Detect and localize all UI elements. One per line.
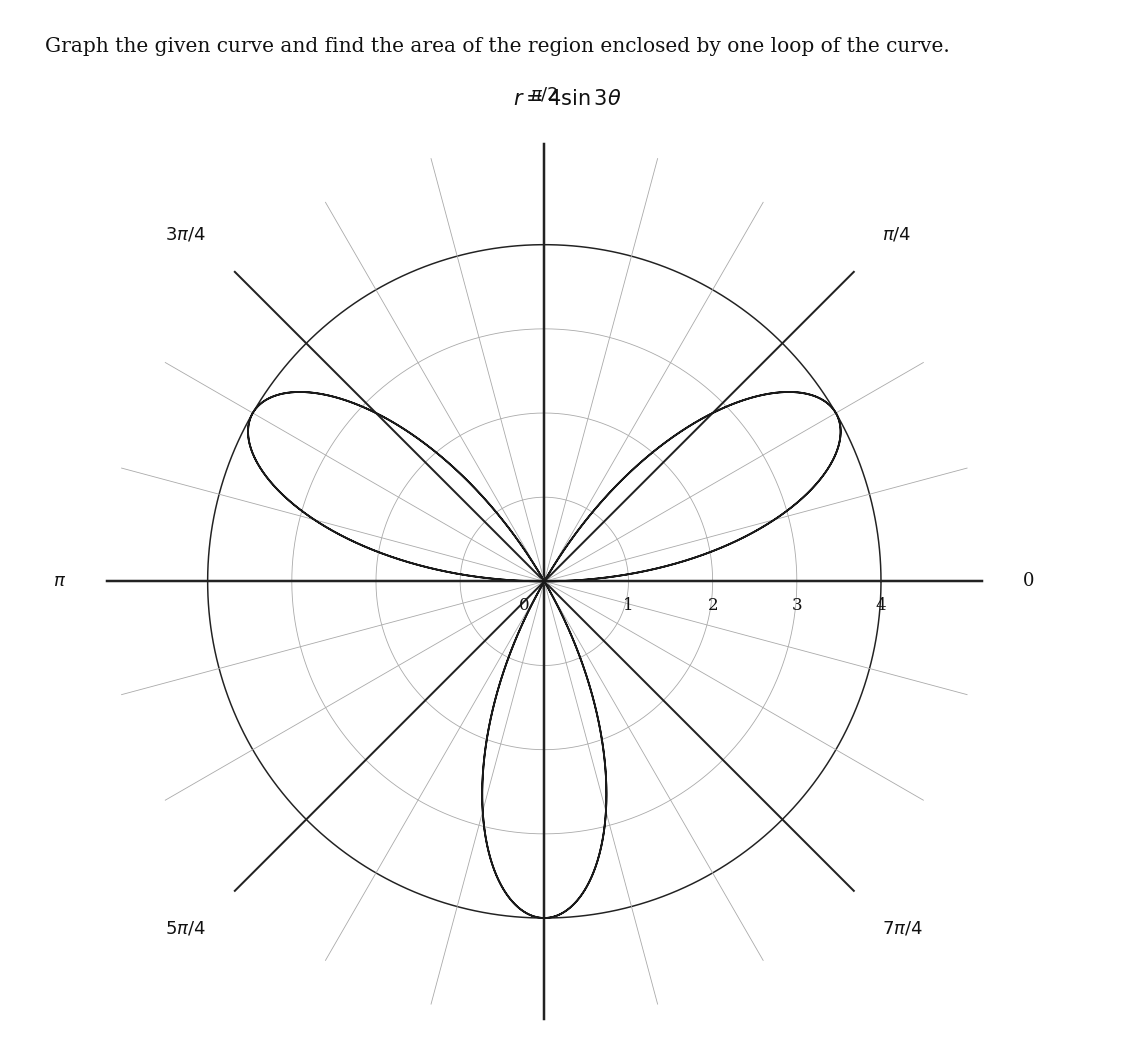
Text: 3: 3 — [792, 596, 802, 613]
Text: $\pi$: $\pi$ — [53, 572, 66, 591]
Text: 4: 4 — [875, 596, 887, 613]
Text: 2: 2 — [708, 596, 718, 613]
Text: Graph the given curve and find the area of the region enclosed by one loop of th: Graph the given curve and find the area … — [45, 37, 950, 56]
Text: 0: 0 — [1023, 572, 1034, 591]
Text: $\pi/4$: $\pi/4$ — [882, 225, 912, 243]
Text: $5\pi/4$: $5\pi/4$ — [166, 920, 206, 938]
Text: 1: 1 — [624, 596, 634, 613]
Text: $7\pi/4$: $7\pi/4$ — [882, 920, 923, 938]
Text: 0: 0 — [518, 596, 530, 613]
Text: $\pi/2$: $\pi/2$ — [531, 86, 558, 104]
Text: $3\pi/4$: $3\pi/4$ — [166, 225, 206, 243]
Text: $r = 4\sin 3\theta$: $r = 4\sin 3\theta$ — [513, 90, 621, 109]
